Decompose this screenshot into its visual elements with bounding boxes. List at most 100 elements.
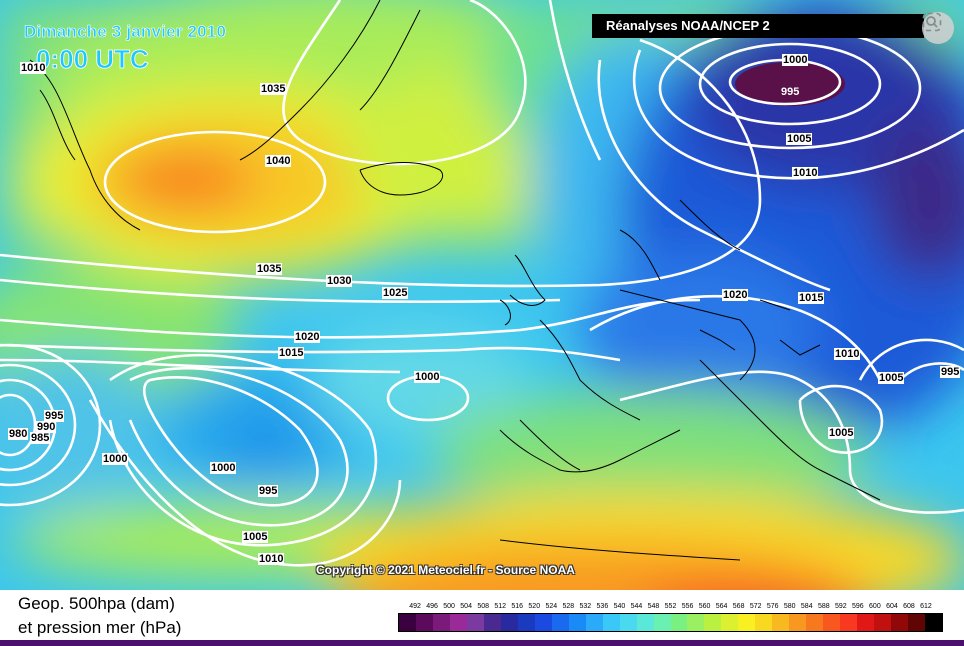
color-scale-cell (687, 614, 705, 631)
color-scale-cell (857, 614, 875, 631)
color-scale-tick-label: 516 (511, 603, 524, 610)
isobar-label: 1030 (326, 275, 353, 287)
coastlines (29, 0, 881, 561)
color-scale-cell (551, 614, 569, 631)
isobar-label: 1005 (828, 427, 855, 439)
color-scale-tick-label: 560 (698, 603, 711, 610)
color-scale-cell (738, 614, 756, 631)
color-scale-cell (874, 614, 892, 631)
isobar-label: 1010 (258, 553, 285, 565)
color-scale-tick-label: 596 (852, 603, 864, 610)
map-canvas (0, 0, 964, 590)
source-banner: Réanalyses NOAA/NCEP 2 (592, 14, 924, 38)
color-scale-cell (755, 614, 773, 631)
copyright-text: Copyright © 2021 Meteociel.fr - Source N… (316, 563, 575, 577)
color-scale-tick-label: 592 (834, 603, 847, 610)
color-scale-cell (466, 614, 484, 631)
isobar-label: 1000 (102, 453, 129, 465)
legend-title-pressure: et pression mer (hPa) (18, 618, 182, 637)
isobar-label: 1010 (20, 62, 47, 74)
color-scale-cell (670, 614, 688, 631)
color-scale-tick-label: 496 (426, 603, 438, 610)
isobar-label: 1000 (414, 371, 441, 383)
isobar-label: 1000 (210, 462, 237, 474)
color-scale-cell (432, 614, 450, 631)
legend-title-geopotential: Geop. 500hpa (dam) (18, 594, 175, 613)
color-scale-tick-label: 556 (681, 603, 694, 610)
color-scale-cell (585, 614, 603, 631)
color-scale-cell (891, 614, 909, 631)
color-scale-cell (449, 614, 467, 631)
color-scale-cell (704, 614, 722, 631)
color-scale-cell (789, 614, 807, 631)
color-scale-tick-label: 612 (920, 603, 932, 610)
isobar-label: 1010 (792, 167, 819, 179)
isobar-label: 995 (258, 485, 279, 497)
color-scale-tick-label: 532 (579, 603, 592, 610)
lens-search-icon (922, 12, 942, 32)
isobar-label: 1005 (242, 531, 269, 543)
color-scale: 492 496 500 504 508 512 516 520 524 528 532 536 540 5… (398, 603, 943, 632)
color-scale-tick-label: 552 (664, 603, 677, 610)
isobar-label: 995 (940, 366, 961, 378)
color-scale-tick-label: 604 (886, 603, 898, 610)
color-scale-tick-label: 572 (749, 603, 762, 610)
color-scale-tick-label: 564 (715, 603, 728, 610)
lens-search-button[interactable] (922, 12, 954, 44)
color-scale-tick-label: 512 (494, 603, 507, 610)
isobar-label: 990 (36, 421, 57, 433)
color-scale-tick-label: 580 (783, 603, 796, 610)
isobar-label: 995 (780, 86, 801, 98)
color-scale-tick-label: 504 (460, 603, 472, 610)
isobar-label: 995 (44, 410, 65, 422)
color-scale-tick-label: 508 (477, 603, 489, 610)
isobar-label: 985 (30, 432, 51, 444)
isobar-label: 1020 (722, 289, 749, 301)
isobar-label: 1005 (878, 372, 905, 384)
color-scale-tick-label: 600 (869, 603, 881, 610)
color-scale-cell (840, 614, 858, 631)
weather-map: Dimanche 3 janvier 2010 0:00 UTC Réanaly… (0, 0, 964, 590)
map-time-title: 0:00 UTC (36, 44, 150, 75)
isobar-label: 1005 (786, 133, 813, 145)
color-scale-labels: 492 496 500 504 508 512 516 520 524 528 532 536 540 5… (398, 603, 943, 613)
color-scale-tick-label: 588 (817, 603, 830, 610)
color-scale-tick-label: 492 (409, 603, 421, 610)
color-scale-cell (908, 614, 926, 631)
isobar-label: 1035 (256, 263, 283, 275)
color-scale-bar (398, 613, 943, 632)
bottom-strip (0, 640, 964, 646)
color-scale-tick-label: 544 (630, 603, 643, 610)
color-scale-cell (568, 614, 586, 631)
color-scale-cell (399, 614, 416, 631)
color-scale-tick-label: 576 (766, 603, 779, 610)
color-scale-cell (636, 614, 654, 631)
color-scale-cell (483, 614, 501, 631)
isobar-label: 1000 (782, 54, 809, 66)
color-scale-cell (823, 614, 841, 631)
color-scale-tick-label: 524 (545, 603, 558, 610)
color-scale-cell (534, 614, 552, 631)
color-scale-tick-label: 540 (613, 603, 626, 610)
isobar-label: 1040 (265, 155, 292, 167)
low-pressure-core (735, 62, 845, 106)
color-scale-cell (500, 614, 518, 631)
color-scale-tick-label: 500 (443, 603, 455, 610)
color-scale-cell (925, 614, 942, 631)
color-scale-cell (772, 614, 790, 631)
isobar-label: 1035 (260, 83, 287, 95)
color-scale-cell (721, 614, 739, 631)
map-date-title: Dimanche 3 janvier 2010 (24, 22, 227, 42)
color-scale-cell (806, 614, 824, 631)
color-scale-cell (602, 614, 620, 631)
color-scale-tick-label: 528 (562, 603, 575, 610)
color-scale-cell (517, 614, 535, 631)
color-scale-cell (619, 614, 637, 631)
legend-footer: Geop. 500hpa (dam) et pression mer (hPa)… (0, 590, 964, 646)
isobar-label: 1020 (294, 331, 321, 343)
color-scale-tick-label: 584 (800, 603, 813, 610)
color-scale-cell (653, 614, 671, 631)
color-scale-tick-label: 548 (647, 603, 660, 610)
isobar-label: 1010 (834, 348, 861, 360)
isobar-label: 1025 (382, 287, 409, 299)
